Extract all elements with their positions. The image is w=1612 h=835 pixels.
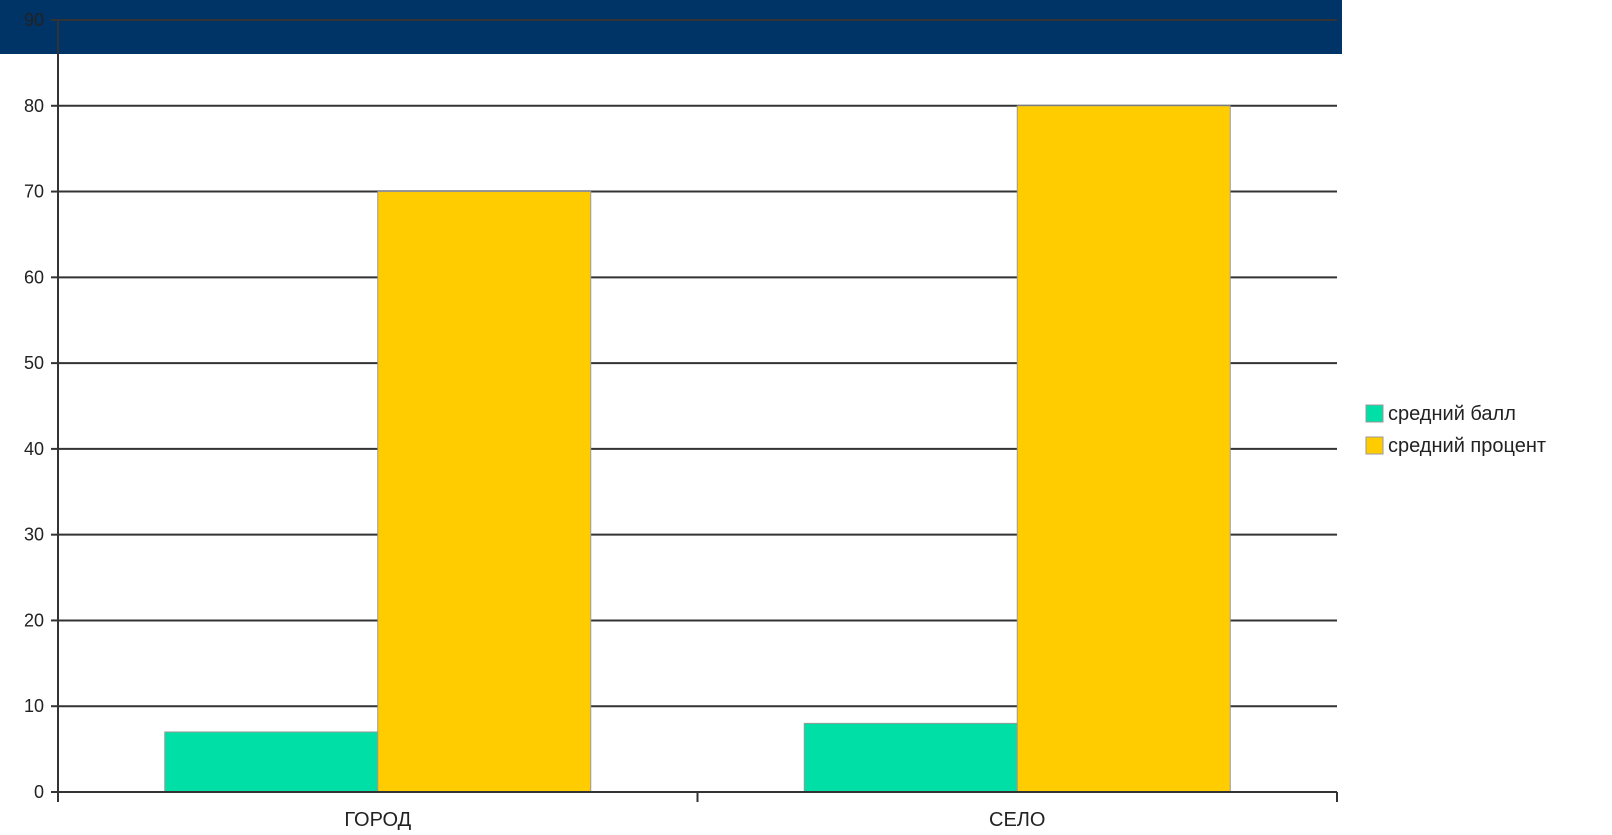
y-tick-label: 0 bbox=[34, 782, 44, 802]
y-axis-ticks: 0 10 20 30 40 50 60 70 80 90 bbox=[24, 10, 58, 802]
legend-label: средний процент bbox=[1388, 435, 1546, 457]
x-category-label: СЕЛО bbox=[989, 809, 1045, 831]
y-tick-label: 20 bbox=[24, 610, 44, 630]
legend-swatch bbox=[1365, 404, 1384, 423]
y-tick-label: 10 bbox=[24, 696, 44, 716]
bar-avg-percent bbox=[1016, 105, 1231, 793]
x-axis-ticks: ГОРОД СЕЛО bbox=[57, 792, 1338, 831]
bar-avg-score bbox=[803, 722, 1018, 793]
bars bbox=[164, 105, 1231, 793]
legend-label: средний балл bbox=[1388, 403, 1516, 425]
y-tick-label: 40 bbox=[24, 439, 44, 459]
x-category-label: ГОРОД bbox=[344, 809, 411, 831]
y-tick-label: 30 bbox=[24, 525, 44, 545]
bar-avg-percent bbox=[377, 191, 592, 793]
y-tick-label: 90 bbox=[24, 10, 44, 30]
bar-avg-score bbox=[164, 731, 379, 793]
gridlines bbox=[58, 19, 1337, 708]
y-tick-label: 70 bbox=[24, 182, 44, 202]
header-band bbox=[0, 0, 1342, 54]
legend-swatch bbox=[1365, 436, 1384, 455]
legend: средний балл средний процент bbox=[1365, 403, 1546, 457]
y-tick-label: 50 bbox=[24, 353, 44, 373]
y-tick-label: 60 bbox=[24, 267, 44, 287]
y-tick-label: 80 bbox=[24, 96, 44, 116]
